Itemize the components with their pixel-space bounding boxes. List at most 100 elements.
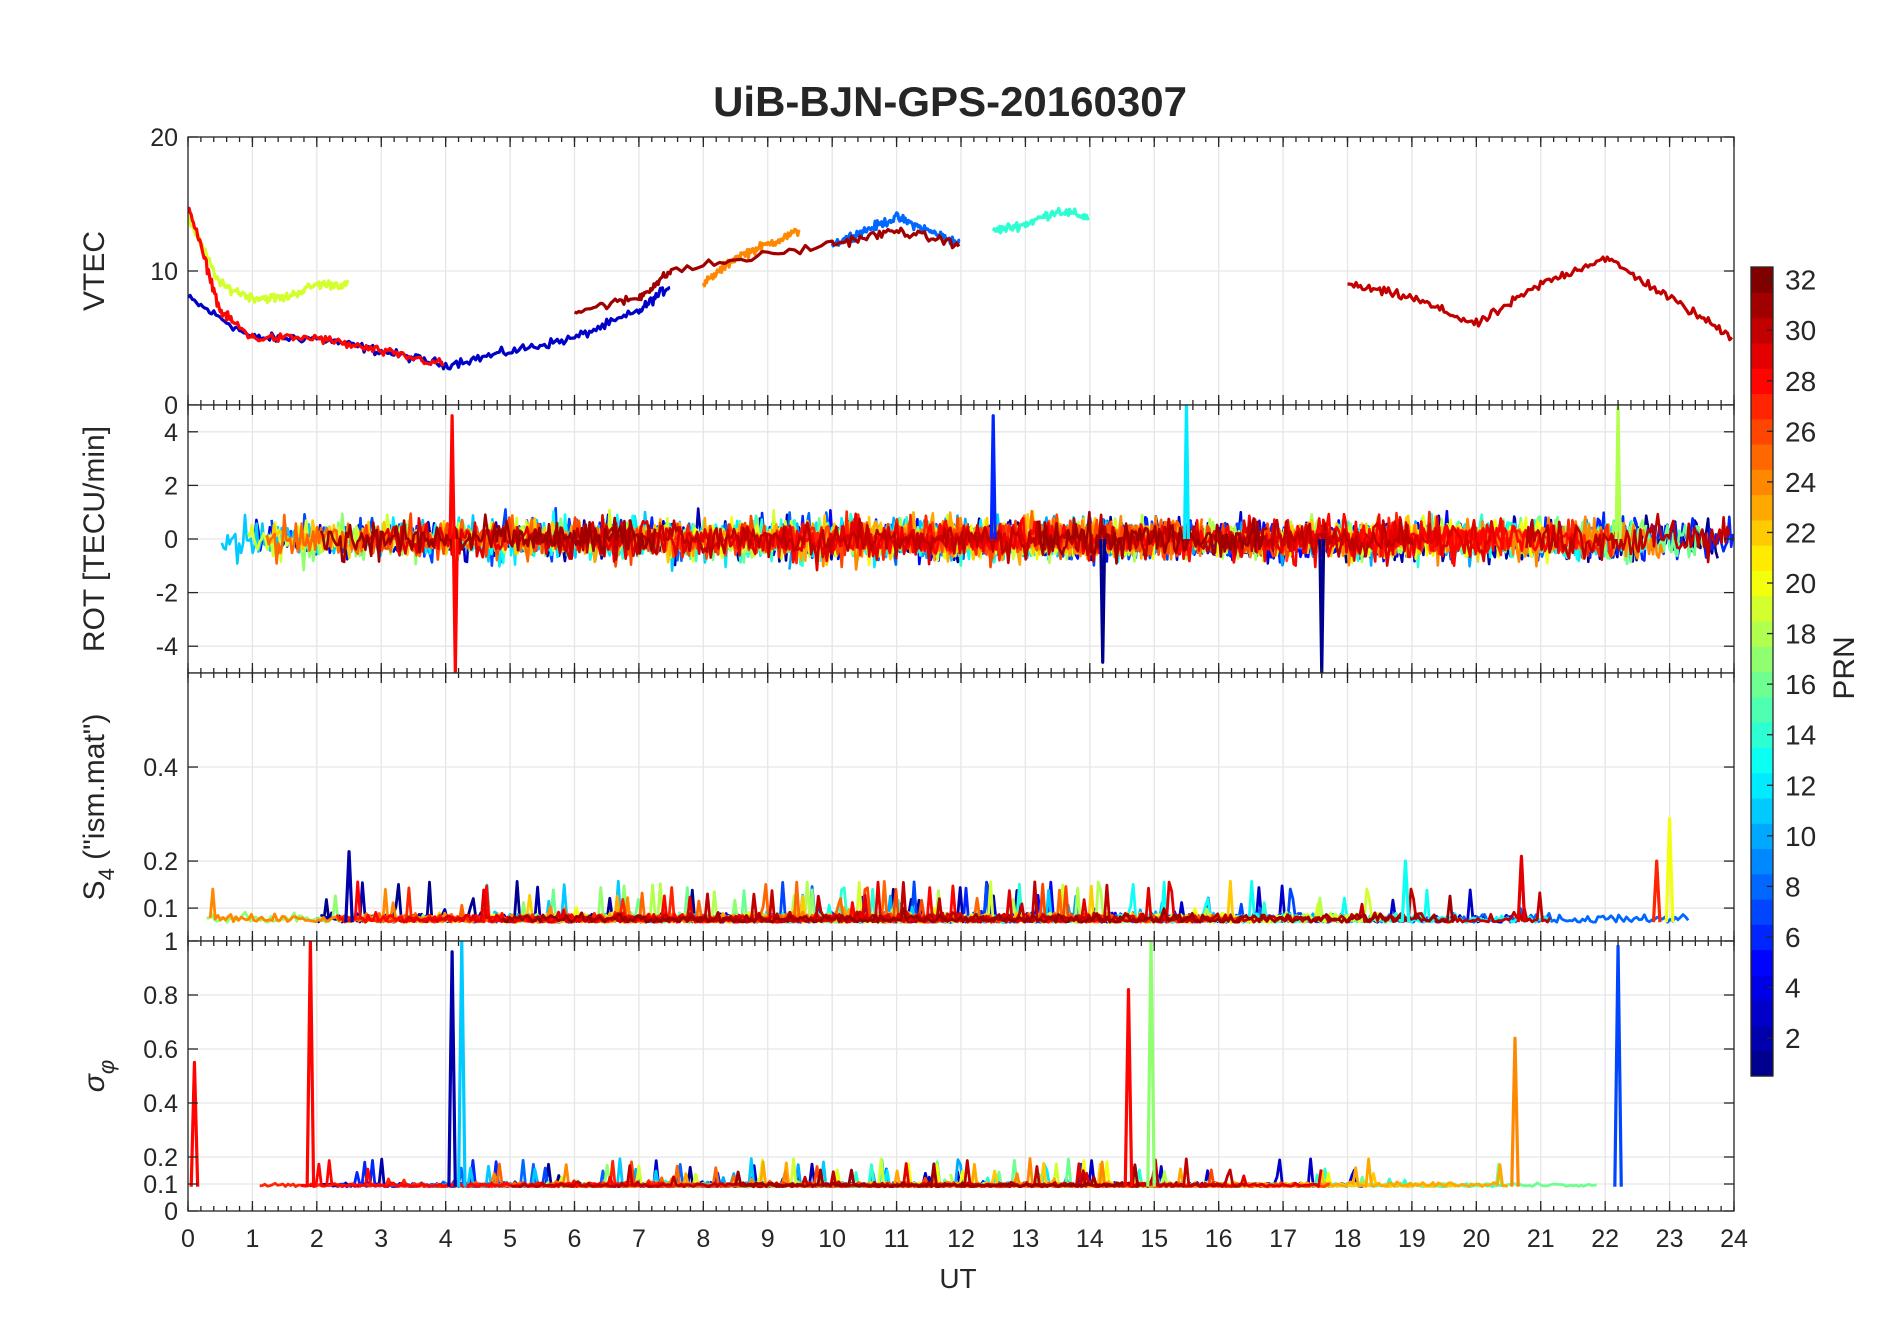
xtick-label: 6 [568, 1225, 582, 1253]
vtec-line-prn-19 [188, 214, 350, 305]
s4-peak-1 [1400, 859, 1411, 923]
colorbar-swatch-23 [1751, 494, 1773, 521]
colorbar-swatch-12 [1751, 772, 1773, 799]
ytick-label-rot: 0 [164, 526, 178, 554]
s4-peak-0 [344, 850, 354, 923]
colorbar-swatch-24 [1751, 469, 1773, 496]
rot-spike-1 [451, 538, 459, 673]
colorbar-swatch-26 [1751, 418, 1773, 445]
xtick-label: 10 [818, 1225, 846, 1253]
ylabel-vtec: VTEC [78, 231, 111, 311]
rot-spike-2 [1182, 405, 1190, 540]
panel-vtec: 0 10 20 VTEC [78, 124, 1735, 420]
colorbar-swatch-3 [1751, 1000, 1773, 1027]
colorbar-swatch-25 [1751, 443, 1773, 470]
colorbar-swatch-14 [1751, 722, 1773, 748]
colorbar-tick-label: 26 [1785, 416, 1816, 447]
panel-rot: -4 -2 0 2 4 ROT [TECU/min] [78, 404, 1735, 674]
ticks-rot [187, 405, 1735, 673]
rot-spike-3 [1318, 538, 1326, 673]
xtick-label: 23 [1656, 1225, 1684, 1253]
ytick-label-vtec: 0 [164, 392, 178, 420]
colorbar-swatch-17 [1751, 646, 1773, 673]
xtick-label: 16 [1205, 1225, 1233, 1253]
colorbar-swatch-18 [1751, 620, 1773, 647]
ytick-label-sigma_phi: 0 [164, 1198, 178, 1226]
ytick-label-rot: -4 [156, 633, 178, 661]
colorbar-tick-label: 6 [1785, 922, 1801, 953]
series-s4 [206, 817, 1690, 924]
xtick-label: 24 [1720, 1225, 1748, 1253]
colorbar-tick-label: 2 [1785, 1023, 1801, 1054]
vtec-line-prn-28 [188, 206, 445, 367]
rot-spike-6 [1099, 538, 1107, 664]
sigma_phi-peak-3 [1123, 987, 1134, 1187]
sigma_phi-peak-6 [1613, 944, 1623, 1187]
xtick-label: 17 [1269, 1225, 1297, 1253]
vtec-line-prn-14 [991, 206, 1090, 235]
xtick-label: 20 [1462, 1225, 1490, 1253]
ticks-s4 [187, 673, 1735, 941]
rot-line-b-prn-30 [1525, 512, 1731, 564]
xtick-label: 11 [884, 1225, 910, 1253]
ytick-label-s4: 0.2 [143, 848, 178, 876]
s4-line-prn-31 [500, 894, 1457, 924]
colorbar-tick-label: 24 [1785, 467, 1816, 498]
colorbar-swatch-10 [1751, 823, 1773, 850]
xtick-label: 13 [1012, 1225, 1040, 1253]
series-rot [220, 405, 1734, 673]
colorbar-swatch-30 [1751, 317, 1773, 344]
ytick-label-sigma_phi: 0.1 [143, 1171, 178, 1199]
colorbar-tick-label: 28 [1785, 366, 1816, 397]
colorbar-swatch-4 [1751, 974, 1773, 1001]
colorbar-tick-label: 32 [1785, 265, 1816, 296]
rot-line-b-prn-27 [1379, 510, 1622, 558]
ytick-label-sigma_phi: 1 [164, 928, 178, 956]
colorbar-swatch-6 [1751, 924, 1773, 951]
sigma_phi-peak-2 [456, 941, 467, 1187]
sigma_phi-peak-0 [305, 941, 316, 1187]
sigma_phi-line-prn-31 [734, 1162, 1141, 1189]
colorbar-tick-label: 18 [1785, 619, 1816, 650]
rot-line-prn-30 [525, 513, 1414, 565]
colorbar-tick-label: 8 [1785, 871, 1801, 902]
colorbar-tick-label: 4 [1785, 973, 1801, 1004]
vtec-line-prn-31 [573, 226, 961, 315]
colorbar-swatch-5 [1751, 949, 1773, 976]
xtick-label: 19 [1398, 1225, 1426, 1253]
colorbar-swatch-11 [1751, 797, 1773, 824]
xtick-label: 15 [1140, 1225, 1168, 1253]
ticks-vtec [187, 136, 1735, 406]
rot-line-prn-31 [319, 513, 657, 564]
colorbar-tick-label: 20 [1785, 568, 1816, 599]
colorbar-tick-label: 14 [1785, 720, 1816, 751]
colorbar-swatch-20 [1751, 570, 1773, 597]
xtick-label: 4 [439, 1225, 453, 1253]
ytick-label-vtec: 10 [150, 258, 178, 286]
colorbar-tick-label: 10 [1785, 821, 1816, 852]
colorbar-tick-label: 22 [1785, 517, 1816, 548]
ytick-label-sigma_phi: 0.8 [143, 982, 178, 1010]
colorbar-swatch-2 [1751, 1025, 1773, 1052]
xtick-label: 7 [632, 1225, 646, 1253]
xtick-label: 0 [181, 1225, 195, 1253]
ytick-label-s4: 0.1 [143, 895, 178, 923]
x-axis-label: UT [939, 1263, 976, 1294]
ylabel-s4: S4 ("ism.mat") [78, 714, 119, 901]
xtick-label: 8 [696, 1225, 710, 1253]
colorbar-swatch-28 [1751, 368, 1773, 395]
xtick-label: 2 [310, 1225, 324, 1253]
ylabel-rot: ROT [TECU/min] [78, 426, 111, 652]
colorbar-tick-label: 12 [1785, 770, 1816, 801]
colorbar-swatch-1 [1751, 1050, 1773, 1077]
ytick-label-s4: 0.4 [143, 754, 178, 782]
series-vtec [188, 206, 1734, 371]
colorbar-swatch-21 [1751, 545, 1773, 571]
colorbar-label: PRN [1828, 636, 1861, 699]
colorbar-swatch-7 [1751, 899, 1773, 925]
colorbar-swatch-27 [1751, 393, 1773, 420]
